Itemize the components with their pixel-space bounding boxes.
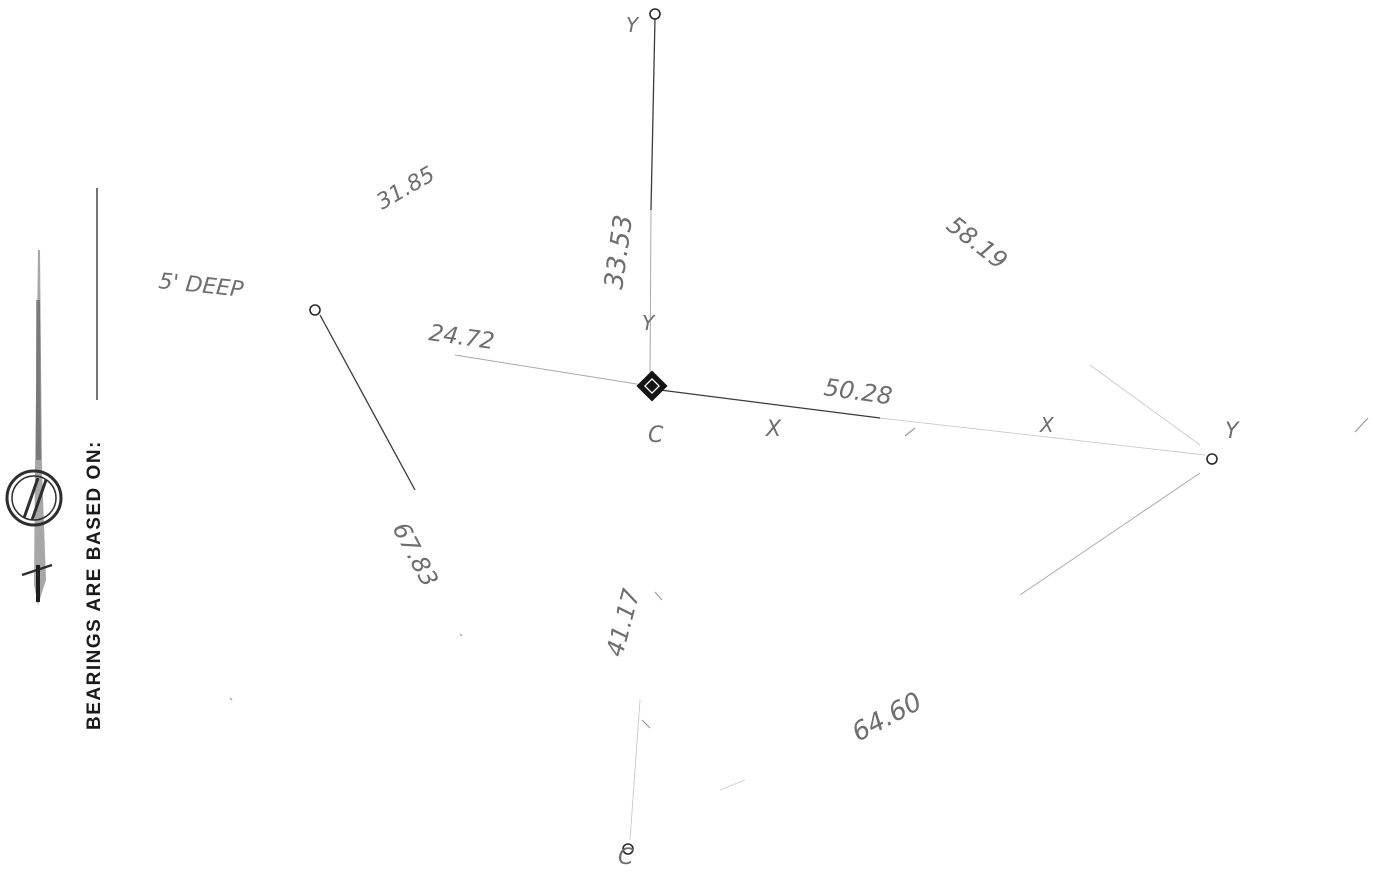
label-67-83: 67.83 <box>387 518 444 592</box>
mark-c-bottom: C <box>618 845 634 870</box>
mark-c-center: C <box>648 423 664 448</box>
label-58-19: 58.19 <box>941 211 1012 275</box>
label-31-85: 31.85 <box>373 162 440 215</box>
survey-lines <box>319 17 1206 841</box>
pencil-strokes <box>229 417 1369 729</box>
label-41-17: 41.17 <box>601 585 646 659</box>
mark-x-mid: X <box>765 417 782 442</box>
label-64-60: 64.60 <box>847 687 927 748</box>
survey-monument-icon <box>636 370 668 402</box>
node-bottom <box>622 843 634 855</box>
mark-y-mid: Y <box>642 311 656 335</box>
mark-y-right: Y <box>1225 419 1240 444</box>
label-depth: 5' DEEP <box>157 269 245 303</box>
label-24-72: 24.72 <box>427 320 496 355</box>
mark-x-right: X <box>1039 413 1055 437</box>
node-left <box>309 304 321 316</box>
label-50-28: 50.28 <box>822 373 894 410</box>
north-arrow-icon <box>5 250 63 605</box>
node-top <box>649 8 661 20</box>
bearings-note: BEARINGS ARE BASED ON: <box>84 440 105 730</box>
node-right <box>1206 453 1218 465</box>
mark-y-top: Y <box>626 13 640 37</box>
label-33-53: 33.53 <box>599 213 639 291</box>
